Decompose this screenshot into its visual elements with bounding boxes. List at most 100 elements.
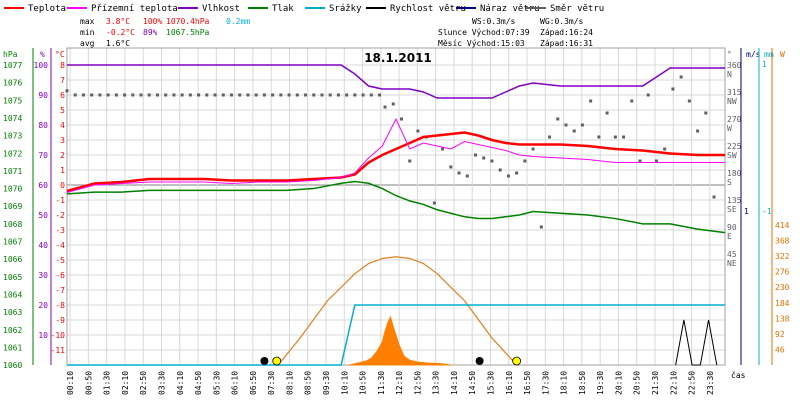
solar-bar-area	[349, 315, 451, 366]
hpa-tick-label: 1077	[3, 61, 22, 70]
dir-tick-label: N	[727, 70, 732, 79]
w-tick-label: 322	[775, 252, 790, 261]
wind-dir-point	[687, 99, 691, 103]
wind-dir-point	[147, 93, 151, 97]
wind-dir-point	[271, 93, 275, 97]
dir-tick-label: 180	[727, 169, 742, 178]
dir-tick-label: W	[727, 124, 732, 133]
hpa-tick-label: 1070	[3, 185, 22, 194]
wind-dir-point	[679, 75, 683, 79]
x-tick-label: 15:30	[486, 371, 495, 395]
temp-tick-label: -9	[55, 316, 65, 325]
temp-tick-label: 6	[60, 91, 65, 100]
wind-dir-point	[399, 117, 403, 121]
hpa-tick-label: 1071	[3, 167, 22, 176]
legend: Teplota Přízemní teplota Vlhkost Tlak Srážky…	[4, 4, 604, 14]
wind-dir-point	[336, 93, 340, 97]
wind-dir-point	[498, 168, 502, 172]
temp-tick-label: -8	[55, 301, 65, 310]
wind-dir-point	[221, 93, 225, 97]
moon-marker	[260, 357, 269, 365]
temp-tick-label: -2	[55, 211, 65, 220]
wind-dir-point	[663, 147, 667, 151]
hpa-tick-label: 1072	[3, 149, 22, 158]
hpa-tick-label: 1063	[3, 308, 22, 317]
hpa-tick-label: 1061	[3, 343, 22, 352]
wind-dir-point	[246, 93, 250, 97]
stats-temp-avg: 1.6°C	[106, 39, 130, 48]
series-line	[66, 131, 725, 193]
x-tick-label: 20:50	[633, 371, 642, 395]
x-tick-label: 18:10	[560, 371, 569, 395]
x-tick-label: 20:10	[614, 371, 623, 395]
wind-dir-point	[98, 93, 102, 97]
pct-tick-label: 80	[38, 121, 48, 130]
temp-tick-label: -5	[55, 256, 65, 265]
hpa-tick-label: 1074	[3, 114, 22, 123]
mm-unit: mm	[764, 50, 774, 59]
mm-tick-label: -1	[762, 207, 772, 216]
wind-dir-point	[523, 159, 527, 163]
w-tick-label: 276	[775, 268, 790, 277]
wind-dir-point	[164, 93, 168, 97]
legend-label: Přízemní teplota	[91, 4, 178, 14]
wind-dir-point	[630, 99, 634, 103]
x-tick-label: 14:50	[468, 371, 477, 395]
dir-tick-label: SE	[727, 205, 737, 214]
x-tick-label: 11:30	[377, 371, 386, 395]
wind-dir-point	[704, 111, 708, 115]
legend-label: Teplota	[28, 4, 66, 14]
hpa-tick-label: 1075	[3, 96, 22, 105]
pct-tick-label: 40	[38, 241, 48, 250]
wind-dir-point	[605, 111, 609, 115]
wind-dir-point	[441, 147, 445, 151]
legend-label: Směr větru	[550, 4, 604, 14]
legend-label: Náraz větru	[480, 4, 540, 14]
pct-tick-label: 60	[38, 181, 48, 190]
dir-tick-label: E	[727, 232, 732, 241]
chart-title: 18.1.2011	[364, 51, 432, 65]
temp-tick-label: -4	[55, 241, 65, 250]
wind-dir-point	[638, 159, 642, 163]
wind-dir-point	[646, 93, 650, 97]
wind-dir-point	[353, 93, 357, 97]
info-moon-set: Západ:16:31	[540, 39, 593, 48]
wind-dir-point	[197, 93, 201, 97]
wind-dir-point	[580, 123, 584, 127]
stats-press-min: 1067.5hPa	[166, 28, 210, 37]
dir-tick-label: 360	[727, 61, 742, 70]
wind-dir-point	[572, 129, 576, 133]
wind-dir-point	[416, 129, 420, 133]
x-tick-label: 16:10	[505, 371, 514, 395]
dir-tick-label: NW	[727, 97, 737, 106]
wind-dir-point	[712, 195, 716, 199]
data-marks	[65, 64, 726, 366]
stats-hum-min: 89%	[143, 28, 158, 37]
w-tick-label: 368	[775, 237, 790, 246]
x-tick-label: 08:50	[304, 371, 313, 395]
wind-dir-point	[696, 129, 700, 133]
hpa-tick-label: 1062	[3, 326, 22, 335]
stats-temp-min: -0.2°C	[106, 28, 135, 37]
moon-marker	[475, 357, 484, 365]
x-tick-label: 02:50	[139, 371, 148, 395]
x-tick-label: 07:30	[267, 371, 276, 395]
wind-dir-point	[369, 93, 373, 97]
solar-curve	[277, 256, 518, 366]
wind-dir-point	[131, 93, 135, 97]
wind-dir-point	[81, 93, 85, 97]
ms-tick-label: 1	[762, 60, 767, 69]
wind-dir-point	[383, 105, 387, 109]
wind-dir-point	[90, 93, 94, 97]
x-tick-label: 13:30	[432, 371, 441, 395]
x-tick-label: 08:10	[285, 371, 294, 395]
x-tick-label: 18:50	[578, 371, 587, 395]
plot-area	[67, 48, 725, 365]
temp-tick-label: 8	[60, 61, 65, 70]
wind-dir-point	[564, 123, 568, 127]
x-tick-label: 12:50	[413, 371, 422, 395]
hpa-tick-label: 1069	[3, 202, 22, 211]
wind-dir-point	[589, 99, 593, 103]
temp-tick-label: -3	[55, 226, 65, 235]
temp-tick-label: 7	[60, 76, 65, 85]
